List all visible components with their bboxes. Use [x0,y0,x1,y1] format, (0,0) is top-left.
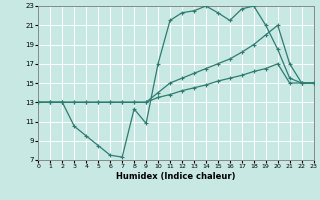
X-axis label: Humidex (Indice chaleur): Humidex (Indice chaleur) [116,172,236,181]
